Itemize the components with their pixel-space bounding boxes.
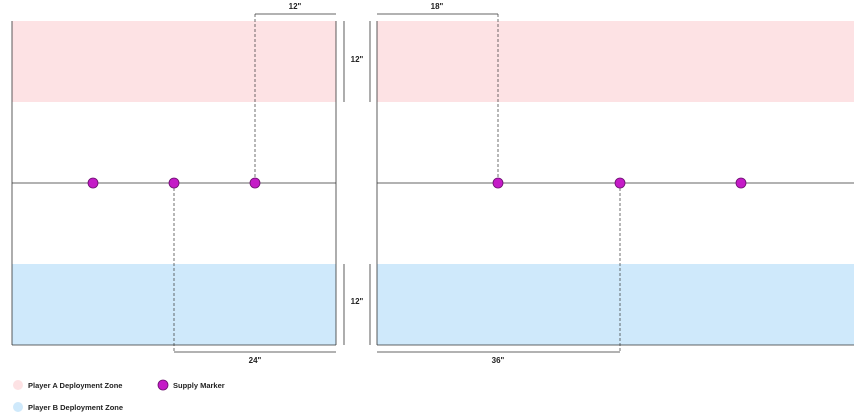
zone-depth-markers: 12" 12" [343,21,371,345]
legend-item-marker: Supply Marker [157,379,225,391]
right-zone-b [377,264,854,345]
right-zone-a [377,21,854,102]
right-top-dim-label: 18" [431,2,444,11]
legend-zone-a-label: Player A Deployment Zone [28,381,122,390]
supply-marker-icon [492,177,504,189]
left-zone-a [12,21,336,102]
legend-zone-b-label: Player B Deployment Zone [28,403,123,412]
left-bottom-dim-label: 24" [249,356,262,365]
supply-marker-icon [168,177,180,189]
supply-marker-icon [87,177,99,189]
zone-b-depth-label: 12" [351,297,364,306]
left-top-dim-label: 12" [289,2,302,11]
legend-item-zone-a: Player A Deployment Zone [13,380,122,390]
right-board: 18" 36" [376,2,854,365]
right-bottom-dim-label: 36" [492,356,505,365]
supply-marker-icon [249,177,261,189]
left-board: 12" 24" [11,2,337,365]
legend-marker-label: Supply Marker [173,381,225,390]
supply-marker-icon [614,177,626,189]
supply-marker-icon [157,379,169,391]
supply-marker-icon [735,177,747,189]
legend-item-zone-b: Player B Deployment Zone [13,402,123,412]
zone-a-depth-label: 12" [351,55,364,64]
zone-b-swatch-icon [13,402,23,412]
legend: Player A Deployment Zone Supply Marker P… [13,379,225,412]
zone-a-swatch-icon [13,380,23,390]
